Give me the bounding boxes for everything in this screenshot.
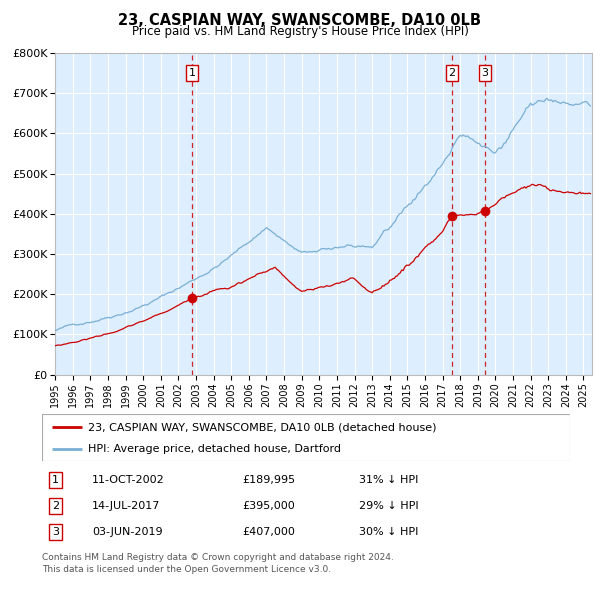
Text: Contains HM Land Registry data © Crown copyright and database right 2024.: Contains HM Land Registry data © Crown c… — [42, 553, 394, 562]
Text: Price paid vs. HM Land Registry's House Price Index (HPI): Price paid vs. HM Land Registry's House … — [131, 25, 469, 38]
Text: 30% ↓ HPI: 30% ↓ HPI — [359, 527, 418, 537]
Text: 3: 3 — [482, 68, 488, 78]
Text: This data is licensed under the Open Government Licence v3.0.: This data is licensed under the Open Gov… — [42, 565, 331, 573]
Text: 31% ↓ HPI: 31% ↓ HPI — [359, 475, 418, 485]
Text: 14-JUL-2017: 14-JUL-2017 — [92, 502, 161, 511]
Text: 1: 1 — [188, 68, 196, 78]
Text: HPI: Average price, detached house, Dartford: HPI: Average price, detached house, Dart… — [88, 444, 341, 454]
Text: 11-OCT-2002: 11-OCT-2002 — [92, 475, 165, 485]
Text: 3: 3 — [52, 527, 59, 537]
Text: £407,000: £407,000 — [242, 527, 296, 537]
Text: £395,000: £395,000 — [242, 502, 295, 511]
Text: 2: 2 — [52, 502, 59, 511]
Text: 03-JUN-2019: 03-JUN-2019 — [92, 527, 163, 537]
Text: 23, CASPIAN WAY, SWANSCOMBE, DA10 0LB: 23, CASPIAN WAY, SWANSCOMBE, DA10 0LB — [119, 13, 482, 28]
Text: 23, CASPIAN WAY, SWANSCOMBE, DA10 0LB (detached house): 23, CASPIAN WAY, SWANSCOMBE, DA10 0LB (d… — [88, 422, 437, 432]
Text: 1: 1 — [52, 475, 59, 485]
Text: 29% ↓ HPI: 29% ↓ HPI — [359, 502, 418, 511]
Text: 2: 2 — [448, 68, 455, 78]
Text: £189,995: £189,995 — [242, 475, 296, 485]
